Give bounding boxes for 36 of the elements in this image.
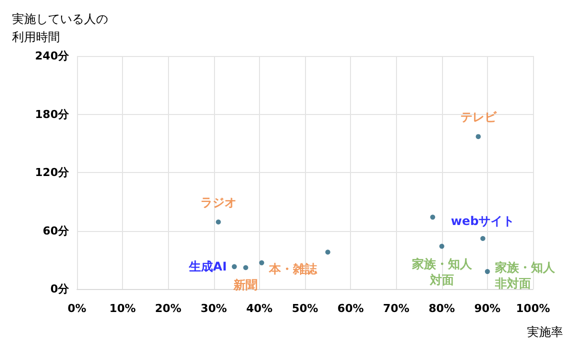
x-tick-label: 100% bbox=[516, 302, 550, 315]
y-axis-title: 実施している人の利用時間 bbox=[12, 12, 108, 44]
point bbox=[480, 236, 486, 242]
x-tick-label: 20% bbox=[155, 302, 182, 315]
x-tick-label: 10% bbox=[109, 302, 136, 315]
x-tick-label: 80% bbox=[428, 302, 455, 315]
data-label: テレビ bbox=[460, 110, 498, 124]
x-tick-label: 70% bbox=[383, 302, 410, 315]
point bbox=[216, 220, 221, 225]
data-label: webサイト bbox=[450, 214, 515, 228]
data-label: 本・雑誌 bbox=[268, 262, 318, 276]
point bbox=[232, 264, 237, 270]
data-label: ラジオ bbox=[200, 196, 236, 210]
point bbox=[439, 244, 444, 249]
y-tick-label: 120分 bbox=[35, 166, 70, 179]
x-axis-title: 実施率 bbox=[527, 325, 563, 339]
data-label: 生成AI bbox=[188, 260, 227, 274]
point bbox=[325, 250, 330, 255]
x-tick-label: 0% bbox=[68, 302, 86, 315]
point bbox=[259, 260, 264, 266]
x-tick-label: 60% bbox=[337, 302, 364, 315]
point bbox=[430, 214, 436, 220]
y-tick-label: 0分 bbox=[50, 282, 70, 296]
point bbox=[476, 134, 481, 140]
x-tick-label: 30% bbox=[200, 302, 227, 315]
data-label: 家族・知人対面 bbox=[410, 256, 473, 287]
x-tick-label: 50% bbox=[292, 302, 318, 315]
y-tick-label: 240分 bbox=[35, 50, 70, 62]
x-tick-label: 40% bbox=[246, 302, 273, 315]
data-label: 新聞 bbox=[232, 278, 258, 292]
y-tick-label: 60分 bbox=[42, 224, 70, 238]
data-label: 家族・知人非対面 bbox=[494, 260, 556, 291]
x-tick-label: 90% bbox=[474, 302, 501, 315]
y-tick-label: 180分 bbox=[35, 108, 70, 121]
point bbox=[243, 265, 248, 270]
point bbox=[484, 269, 490, 274]
